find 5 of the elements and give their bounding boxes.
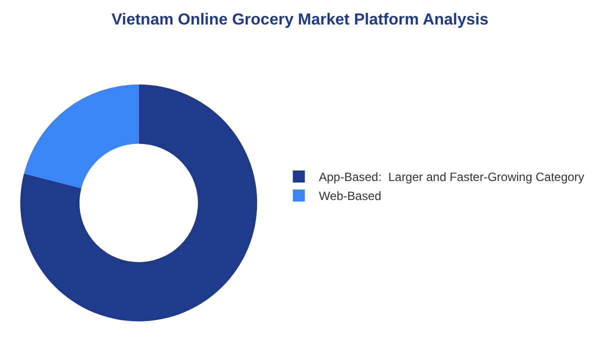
donut-slice [24, 84, 139, 188]
legend-label: Web-Based [318, 189, 382, 204]
legend-label: App-Based: Larger and Faster-Growing Category [318, 170, 584, 184]
donut-slice [20, 84, 258, 322]
chart-title: Vietnam Online Grocery Market Platform Analysis [111, 12, 489, 29]
